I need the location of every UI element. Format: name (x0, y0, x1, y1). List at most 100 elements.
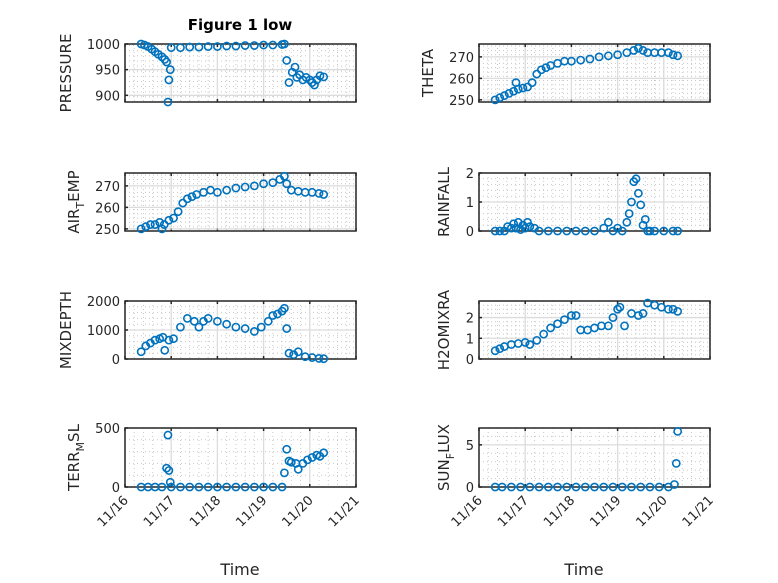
data-point (194, 482, 204, 492)
y-tick-label: 500 (95, 422, 120, 437)
y-tick-label: 260 (449, 72, 474, 87)
data-point (525, 222, 535, 232)
y-tick-label: 950 (95, 64, 120, 79)
data-point (249, 41, 259, 50)
data-point (279, 468, 289, 478)
y-axis-label: RAINFALL (435, 166, 453, 237)
axes-box (478, 427, 711, 488)
data-point (523, 82, 532, 92)
y-tick-label: 2 (466, 312, 474, 327)
data-point (157, 482, 167, 492)
data-point (553, 319, 562, 329)
data-point (279, 39, 289, 49)
data-point (670, 480, 679, 489)
axes-box (124, 300, 357, 360)
data-point (571, 226, 581, 236)
data-point (194, 322, 204, 332)
data-point (162, 57, 171, 67)
data-point (166, 43, 176, 52)
y-axis-label: H2OMIXRA (435, 289, 453, 370)
x-tick-label: 11/18 (187, 493, 224, 530)
x-tick-label: 11/17 (495, 493, 532, 530)
data-point (160, 345, 170, 355)
data-point (194, 42, 204, 52)
x-tick-label: 11/17 (141, 493, 178, 530)
data-point (268, 311, 278, 320)
y-tick-label: 0 (466, 353, 474, 368)
axes-box (478, 172, 711, 232)
data-point (163, 430, 173, 440)
data-point (310, 80, 319, 90)
data-point (150, 220, 160, 229)
data-point (164, 75, 174, 85)
data-point (231, 183, 241, 193)
data-point (673, 226, 683, 236)
data-point (307, 78, 317, 87)
x-tick-label: 11/16 (449, 493, 486, 530)
data-point (259, 482, 268, 492)
data-point (664, 304, 673, 314)
x-tick-label: 11/20 (280, 493, 317, 530)
data-point (282, 324, 292, 333)
data-point (249, 327, 259, 336)
data-point (518, 83, 528, 93)
data-point (645, 482, 655, 492)
data-point (490, 95, 500, 105)
data-point (256, 322, 266, 332)
data-point (527, 78, 537, 88)
y-tick-label: 1 (466, 332, 474, 347)
data-point (141, 222, 151, 232)
data-point (497, 482, 507, 492)
data-point (319, 354, 329, 364)
data-point (673, 306, 683, 316)
data-point (615, 302, 625, 312)
data-point (638, 309, 648, 318)
x-tick-label: 11/20 (634, 493, 671, 530)
data-point (212, 42, 222, 51)
y-axis-label: SUNFLUX (435, 424, 457, 491)
data-point (314, 189, 324, 198)
data-point (638, 46, 648, 55)
data-point (293, 464, 303, 474)
y-tick-label: 900 (95, 89, 120, 104)
data-point (525, 482, 535, 492)
data-point (162, 463, 171, 473)
y-tick-label: 0 (466, 225, 474, 240)
subplot-air-temp: 250 260 270 AIRTEMP (65, 170, 357, 238)
data-point (504, 89, 514, 98)
data-point (603, 217, 613, 227)
data-point (617, 482, 627, 492)
y-axis-label: TERRMSL (65, 423, 87, 492)
figure-title: Figure 1 low (188, 16, 293, 34)
data-point (164, 335, 174, 345)
data-point (654, 482, 664, 492)
data-point (268, 40, 278, 50)
data-point (645, 226, 655, 236)
data-point (136, 347, 146, 357)
data-point (279, 303, 289, 313)
data-point (165, 477, 175, 487)
data-point (203, 313, 213, 323)
y-tick-label: 2 (466, 167, 474, 182)
data-point (650, 226, 659, 236)
data-point (613, 50, 622, 60)
data-point (284, 348, 294, 358)
data-point (176, 482, 185, 492)
data-point (633, 311, 643, 320)
data-point (279, 171, 289, 181)
data-point (509, 219, 519, 229)
data-point (203, 42, 213, 51)
data-point (620, 321, 629, 331)
data-point (668, 304, 678, 314)
data-point (636, 200, 646, 210)
data-point (599, 482, 609, 492)
data-point (240, 324, 250, 333)
data-point (282, 179, 292, 189)
y-axis-label: PRESSURE (57, 34, 75, 113)
data-point (150, 335, 160, 345)
y-tick-label: 270 (95, 180, 120, 195)
data-point (259, 179, 268, 189)
y-tick-label: 1000 (87, 38, 120, 53)
y-tick-label: 1 (466, 196, 474, 211)
data-point (185, 482, 195, 492)
